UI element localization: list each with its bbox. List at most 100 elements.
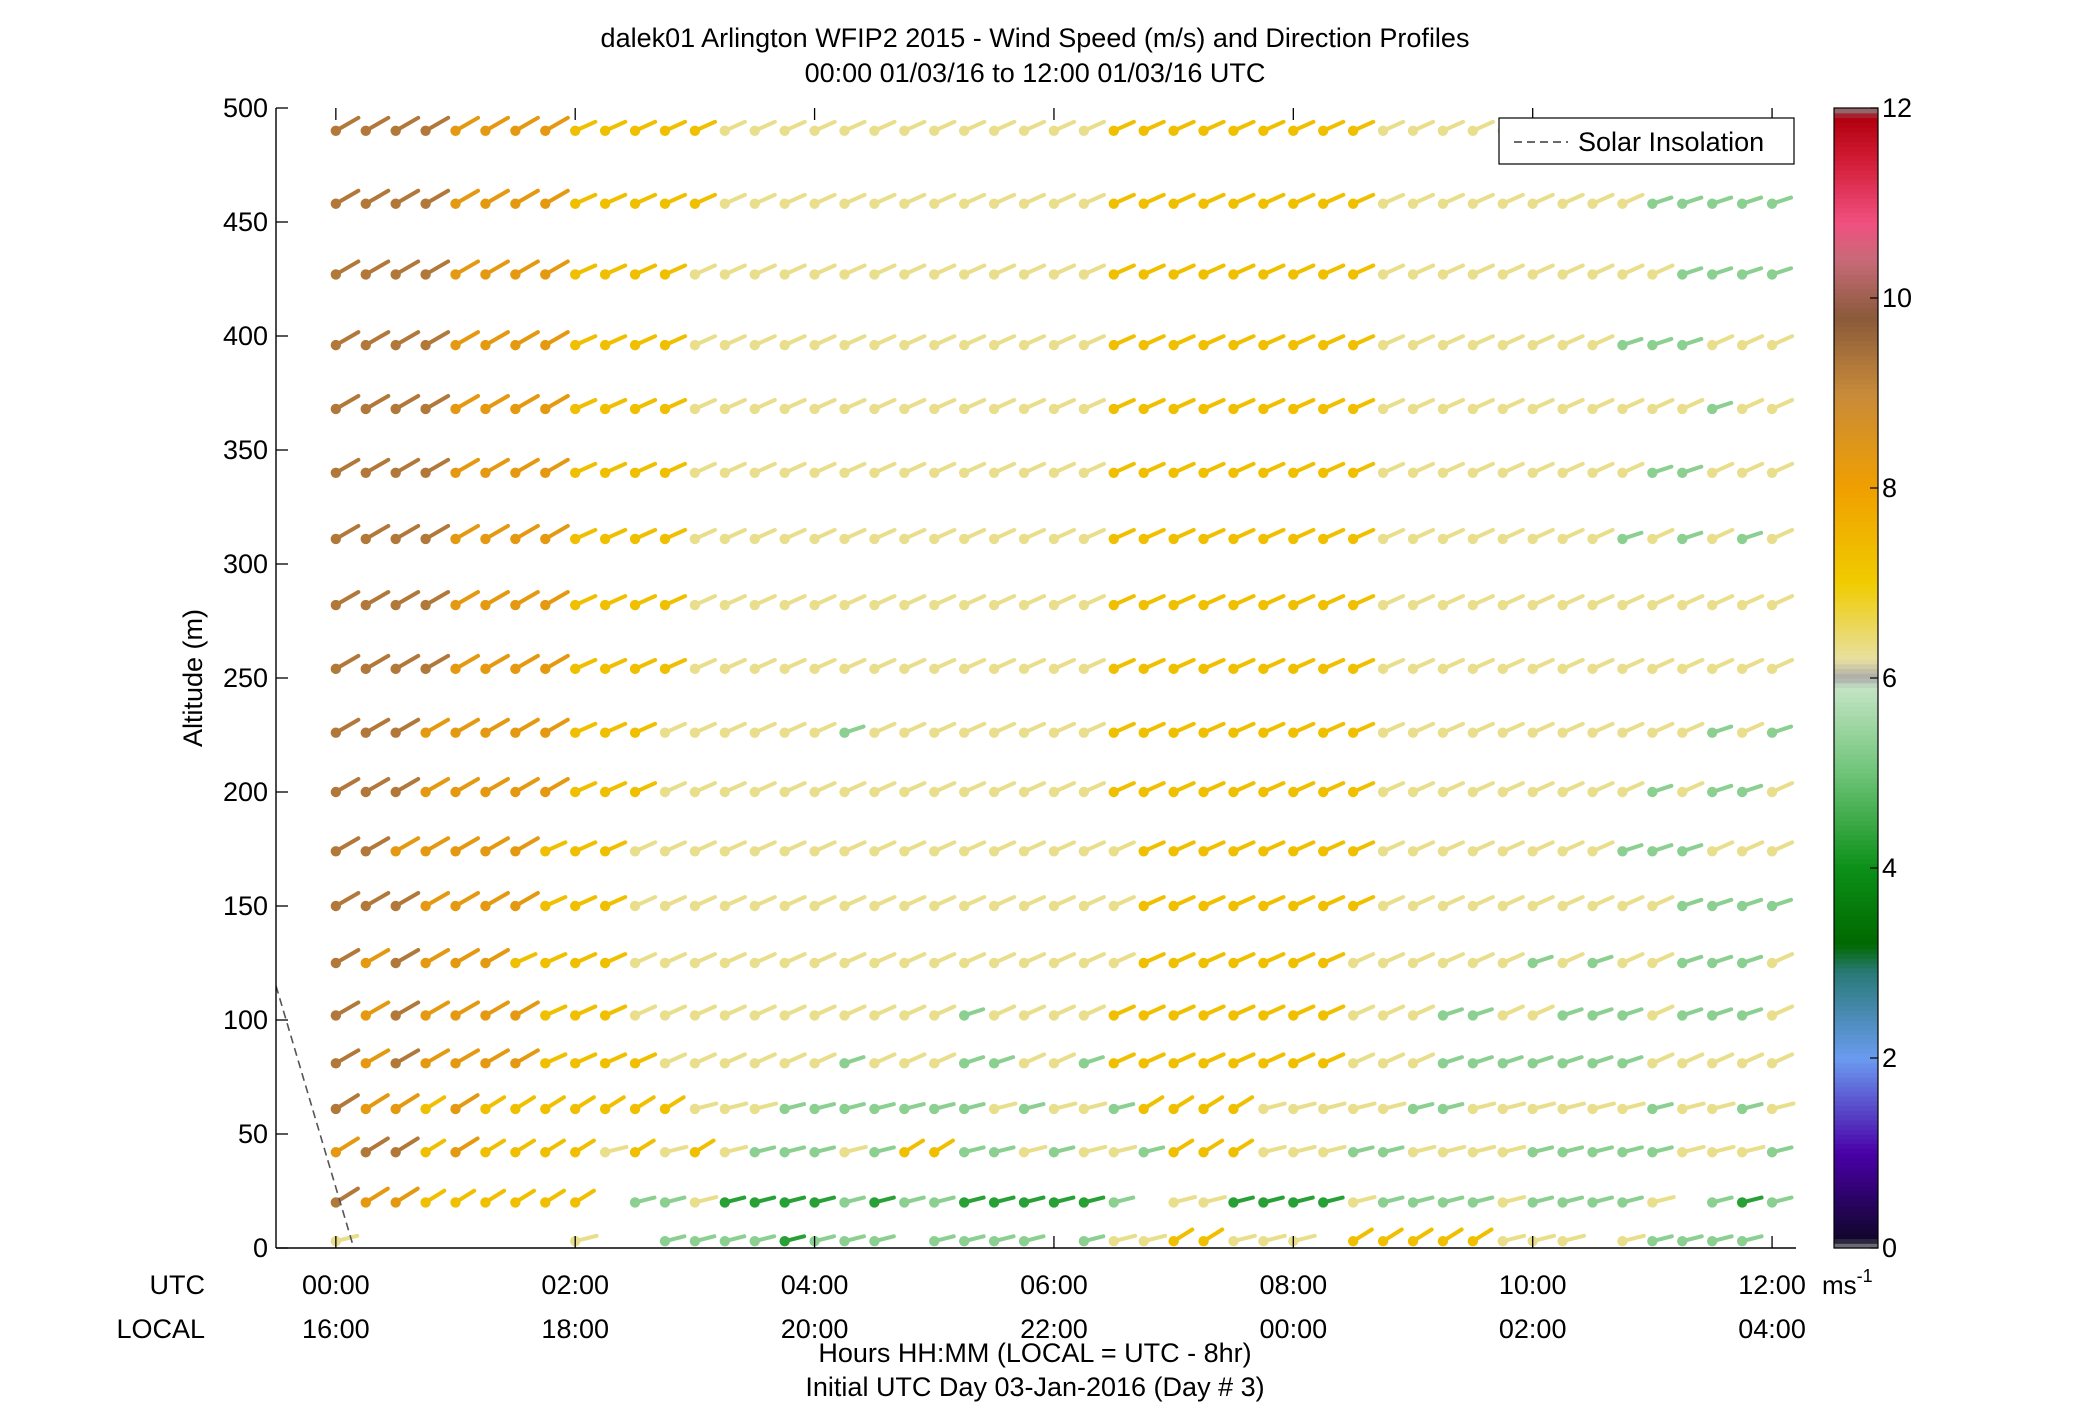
wind-barb-dot [719, 339, 731, 351]
wind-barb-dot [1228, 599, 1239, 611]
wind-barb-dot [1018, 1058, 1030, 1069]
wind-barb-dot [1736, 1010, 1748, 1021]
colorbar-cell [1834, 649, 1878, 655]
wind-barb-dot [1797, 728, 1807, 738]
wind-barb-dot [1258, 846, 1269, 857]
wind-barb-dot [899, 1197, 910, 1208]
wind-barb-dot [1018, 727, 1030, 738]
wind-barb-dot [1198, 1010, 1209, 1021]
colorbar-cell [1834, 796, 1878, 803]
wind-barb-dot [1677, 1103, 1688, 1115]
wind-barb-dot [1018, 663, 1030, 675]
wind-barb-dot [1048, 1103, 1060, 1115]
wind-barb-dot [1527, 599, 1538, 611]
colorbar-cell [1834, 184, 1878, 190]
wind-barb-dot [1288, 599, 1299, 611]
wind-barb-dot [749, 1197, 760, 1208]
colorbar-cell [1834, 279, 1878, 285]
wind-barb-shaft [2011, 1236, 2030, 1241]
wind-barb-dot [1617, 599, 1628, 611]
colorbar-cell [1834, 1005, 1878, 1012]
wind-barb-dot [1018, 339, 1030, 351]
wind-barb-dot [779, 727, 790, 738]
wind-barb-dot [570, 846, 581, 857]
wind-barb-dot [809, 1058, 820, 1069]
wind-barb-dot [629, 1147, 641, 1158]
wind-barb-dot [1078, 900, 1090, 912]
wind-barb-dot [1228, 269, 1239, 280]
wind-barb-dot [390, 339, 401, 351]
wind-barb-dot [1318, 1147, 1329, 1158]
wind-barb-dot [1138, 957, 1149, 969]
solar-insolation-line [276, 985, 355, 1248]
wind-barb-dot [1198, 403, 1209, 415]
wind-barb-dot [1617, 663, 1628, 675]
colorbar-tick-label: 10 [1882, 283, 1912, 313]
wind-barb-dot [1138, 533, 1149, 545]
colorbar-cell [1834, 1129, 1878, 1135]
wind-barb-dot [1377, 599, 1389, 611]
colorbar-cell [1834, 492, 1878, 499]
wind-barb-dot [839, 599, 850, 611]
wind-barb-dot [1467, 125, 1479, 136]
wind-barb-dot [390, 786, 401, 798]
colorbar-cell [1834, 944, 1878, 950]
wind-barb-dot [570, 269, 581, 280]
local-tick-label: 00:00 [1260, 1314, 1328, 1344]
wind-barb-dot [659, 846, 671, 857]
wind-barb-dot [1527, 269, 1538, 280]
colorbar-cell [1834, 435, 1878, 442]
colorbar-cell [1834, 174, 1878, 180]
wind-barb-dot [1557, 339, 1568, 351]
wind-barb-dot [510, 533, 521, 545]
wind-barb-dot [1557, 1197, 1568, 1208]
wind-barb-dot [1707, 846, 1718, 857]
colorbar-cell [1834, 288, 1878, 294]
wind-barb-dot [1048, 599, 1060, 611]
colorbar-cell [1834, 1157, 1878, 1164]
wind-barb-dot [480, 339, 491, 351]
wind-barb-dot [1677, 957, 1688, 969]
colorbar-cell [1834, 169, 1878, 176]
wind-barb-dot [1347, 1103, 1359, 1115]
y-tick-label: 100 [223, 1005, 268, 1035]
wind-barb-dot [779, 1197, 790, 1208]
wind-barb-dot [1437, 727, 1449, 738]
wind-barb-dot [420, 198, 431, 209]
colorbar-cell [1834, 692, 1878, 698]
wind-barb-dot [1527, 467, 1538, 478]
wind-barb-dot [1138, 403, 1149, 415]
wind-barb-dot [1437, 198, 1449, 209]
colorbar-cell [1834, 991, 1878, 997]
y-tick-label: 300 [223, 549, 268, 579]
wind-barb-dot [719, 1010, 731, 1021]
wind-barb-dot [330, 533, 342, 545]
wind-barb-dot [1437, 1103, 1449, 1115]
wind-barb-dot [689, 125, 701, 136]
colorbar-cell [1834, 925, 1878, 931]
wind-barb-dot [779, 198, 790, 209]
wind-barb-dot [1048, 957, 1060, 969]
wind-barb-dot [1736, 1103, 1748, 1115]
wind-barb-dot [809, 467, 820, 478]
colorbar-cell [1834, 250, 1878, 256]
wind-barb-dot [1407, 198, 1419, 209]
wind-barb-dot [839, 900, 850, 912]
wind-barb-dot [1587, 533, 1598, 545]
wind-barb-dot [1587, 727, 1598, 738]
wind-barb-dot [510, 957, 521, 969]
wind-barb-dot [1617, 900, 1628, 912]
legend: Solar Insolation [1498, 117, 1795, 165]
local-tick-label: 04:00 [1738, 1314, 1806, 1344]
wind-barb-dot [659, 727, 671, 738]
wind-barb-dot [1318, 727, 1329, 738]
wind-barb-dot [779, 599, 790, 611]
wind-barb-dot [390, 957, 401, 969]
wind-barb-dot [450, 125, 461, 136]
colorbar-cell [1834, 412, 1878, 418]
wind-barb-dot [450, 1010, 461, 1021]
wind-barb-dot [719, 533, 731, 545]
wind-barb-dot [540, 1010, 551, 1021]
wind-barb-dot [1797, 534, 1807, 544]
colorbar-cell [1834, 146, 1878, 152]
